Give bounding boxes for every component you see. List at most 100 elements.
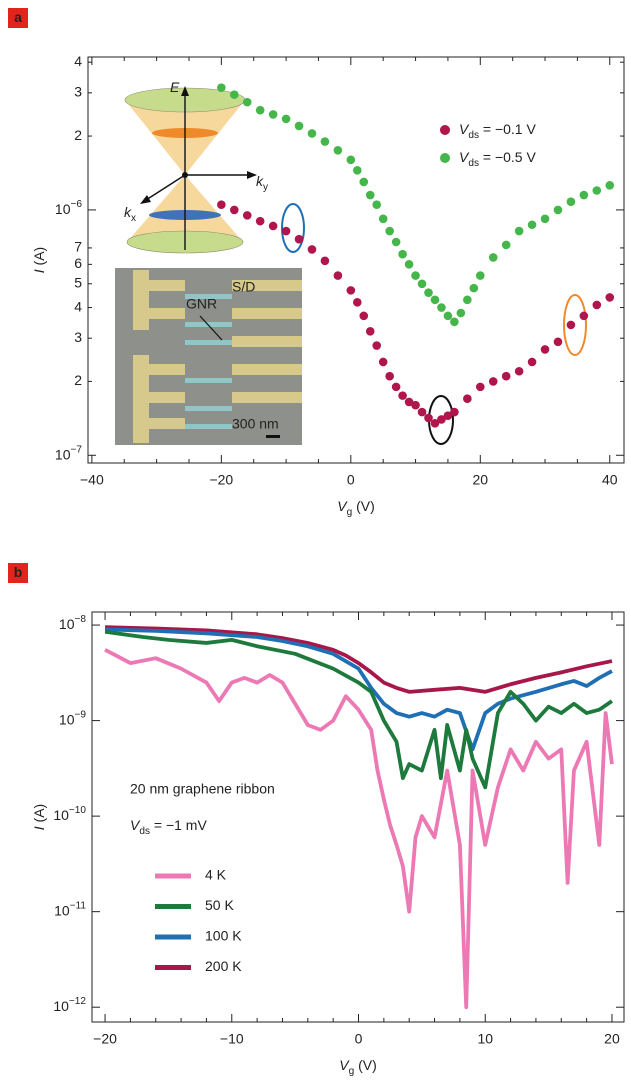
- data-point: [463, 394, 472, 404]
- y-tick-label: 3: [74, 329, 82, 345]
- data-point: [540, 214, 550, 224]
- inset-label: S/D: [232, 279, 255, 295]
- plot-frame: [87, 56, 625, 464]
- legend-label: 100 K: [205, 928, 242, 944]
- data-point: [378, 357, 388, 367]
- inset-label: E: [170, 79, 180, 95]
- y-axis-label: I (A): [31, 804, 47, 830]
- data-point: [579, 190, 589, 200]
- data-point: [242, 211, 252, 220]
- data-point: [320, 137, 330, 146]
- data-point: [333, 271, 343, 280]
- finger: [140, 392, 185, 403]
- y-tick-label: 10−12: [53, 996, 86, 1014]
- data-point: [488, 253, 498, 262]
- y-tick-label: 10−10: [53, 805, 86, 823]
- data-point: [365, 327, 375, 336]
- plot-frame: [91, 611, 625, 1023]
- x-tick-label: −20: [93, 1031, 117, 1047]
- arrow-head: [247, 171, 257, 179]
- sem-inset: [115, 268, 302, 445]
- legend-label: 200 K: [205, 958, 242, 974]
- panel-badge: [8, 563, 28, 583]
- data-line: [104, 629, 614, 790]
- data-point: [320, 256, 330, 266]
- data-point: [475, 382, 485, 392]
- finger: [232, 364, 302, 375]
- panel-letter: b: [14, 564, 23, 580]
- inset-label: 300 nm: [232, 416, 279, 432]
- finger: [140, 308, 185, 319]
- x-tick-label: 0: [355, 1031, 363, 1047]
- finger: [232, 336, 302, 347]
- data-point: [217, 200, 226, 210]
- data-point: [527, 220, 537, 230]
- data-point: [469, 283, 479, 293]
- inset-label: ky: [256, 173, 269, 193]
- data-point: [411, 271, 420, 280]
- data-line: [105, 625, 613, 694]
- data-point: [592, 186, 602, 195]
- data-point: [372, 200, 382, 210]
- data-point: [605, 180, 615, 190]
- annotation: Vds = −1 mV: [130, 817, 207, 837]
- data-point: [437, 303, 446, 312]
- data-point: [514, 366, 524, 376]
- data-point: [217, 83, 226, 92]
- y-tick-label: 7: [74, 239, 82, 255]
- data-point: [307, 245, 317, 254]
- data-point: [281, 226, 291, 236]
- arrow-head: [181, 86, 189, 96]
- y-tick-label: 5: [74, 274, 82, 290]
- data-point: [411, 400, 420, 410]
- data-point: [456, 308, 466, 318]
- data-point: [514, 226, 524, 236]
- data-point: [417, 407, 427, 417]
- legend-label: 50 K: [205, 897, 234, 913]
- y-tick-label: 2: [74, 127, 82, 143]
- arrow-head: [140, 195, 151, 204]
- data-point: [391, 382, 401, 392]
- data-point: [553, 205, 563, 215]
- x-axis-label: Vg (V): [339, 1057, 377, 1077]
- data-point: [294, 121, 304, 131]
- data-point: [268, 110, 278, 119]
- data-point: [294, 234, 304, 244]
- data-point: [372, 341, 382, 350]
- data-point: [501, 371, 511, 381]
- data-point: [359, 177, 369, 187]
- finger: [232, 308, 302, 319]
- y-tick-label: 10−9: [59, 710, 86, 728]
- data-point: [605, 293, 615, 302]
- data-point: [437, 415, 446, 424]
- y-axis-label: I (A): [31, 247, 47, 273]
- data-point: [430, 418, 440, 428]
- data-point: [553, 337, 563, 347]
- finger: [140, 280, 185, 291]
- ribbon: [185, 378, 232, 383]
- data-point: [333, 145, 343, 155]
- scale-bar: [266, 435, 280, 438]
- inset-label: GNR: [186, 296, 217, 312]
- data-point: [365, 190, 375, 200]
- ribbon: [185, 340, 232, 345]
- x-tick-label: 10: [477, 1031, 493, 1047]
- y-tick-label: 6: [74, 255, 82, 271]
- finger: [140, 418, 185, 429]
- data-point: [488, 377, 498, 386]
- dirac-point: [182, 172, 188, 178]
- x-tick-label: 20: [473, 472, 489, 488]
- dirac-cone-inset: [124, 86, 257, 254]
- legend-label: Vds = −0.1 V: [459, 121, 536, 141]
- ribbon: [185, 424, 232, 429]
- x-tick-label: −40: [80, 472, 104, 488]
- data-point: [378, 214, 388, 224]
- data-point: [463, 295, 472, 305]
- data-point: [391, 237, 401, 247]
- panel-letter: a: [14, 9, 22, 25]
- data-point: [579, 311, 589, 321]
- y-tick-label: 10−6: [55, 199, 82, 217]
- x-tick-label: 40: [602, 472, 618, 488]
